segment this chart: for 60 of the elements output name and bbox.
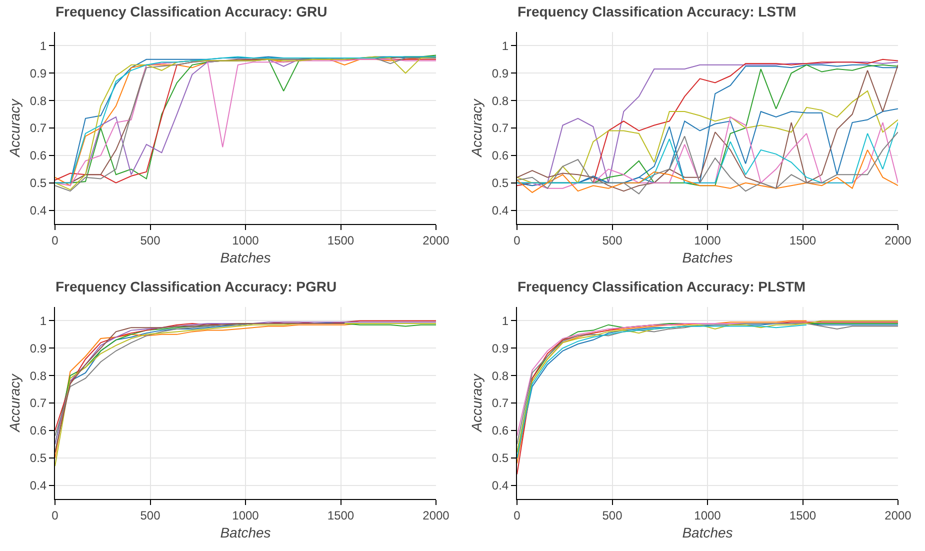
x-tick-label: 1000	[232, 233, 260, 248]
y-axis-title: Accuracy	[468, 373, 485, 433]
y-tick-label: 0.5	[492, 176, 509, 190]
y-tick-label: 0.6	[492, 148, 509, 163]
x-tick-label: 1500	[789, 508, 816, 522]
x-tick-label: 500	[602, 233, 623, 248]
y-tick-label: 0.4	[30, 478, 47, 492]
y-axis-title: Accuracy	[468, 98, 485, 158]
y-tick-label: 0.9	[492, 66, 509, 80]
x-tick-label: 1500	[327, 508, 354, 522]
x-tick-label: 500	[140, 233, 161, 248]
y-tick-label: 0.5	[30, 451, 47, 466]
x-axis-title: Batches	[220, 524, 271, 541]
x-axis-title: Batches	[682, 524, 733, 541]
x-tick-label: 0	[52, 233, 59, 248]
y-tick-label: 0.8	[30, 368, 47, 383]
y-tick-label: 0.8	[492, 94, 509, 108]
x-tick-label: 2000	[884, 233, 912, 248]
y-tick-label: 0.7	[492, 121, 509, 136]
y-tick-label: 1	[502, 314, 509, 328]
x-tick-label: 0	[52, 508, 59, 522]
y-tick-label: 0.5	[492, 451, 509, 466]
x-tick-label: 500	[602, 508, 623, 522]
x-axis-title: Batches	[220, 250, 271, 266]
x-tick-label: 1000	[694, 233, 722, 248]
y-tick-label: 0.8	[30, 94, 47, 108]
chart-title: Frequency Classification Accuracy: PLSTM	[517, 278, 806, 295]
chart-title: Frequency Classification Accuracy: LSTM	[517, 4, 796, 20]
chart-title: Frequency Classification Accuracy: GRU	[55, 4, 328, 20]
y-tick-label: 1	[502, 38, 509, 53]
y-tick-label: 0.7	[492, 396, 509, 410]
y-tick-label: 0.6	[30, 424, 47, 438]
y-tick-label: 0.6	[492, 424, 509, 438]
y-tick-label: 0.9	[492, 341, 509, 356]
x-tick-label: 2000	[422, 508, 450, 522]
y-tick-label: 0.7	[30, 121, 47, 136]
x-tick-label: 1000	[694, 508, 722, 522]
y-tick-label: 0.9	[30, 66, 47, 80]
x-tick-label: 0	[514, 233, 521, 248]
x-tick-label: 2000	[884, 508, 912, 522]
y-tick-label: 0.8	[492, 368, 509, 383]
y-axis-title: Accuracy	[6, 98, 23, 158]
x-tick-label: 1500	[327, 233, 354, 248]
chart-title: Frequency Classification Accuracy: PGRU	[55, 278, 337, 295]
y-tick-label: 1	[40, 314, 47, 328]
y-axis-title: Accuracy	[6, 373, 23, 433]
y-tick-label: 0.7	[30, 396, 47, 410]
x-tick-label: 1500	[789, 233, 816, 248]
y-tick-label: 1	[40, 38, 47, 53]
y-tick-label: 0.5	[30, 176, 47, 190]
x-tick-label: 0	[514, 508, 521, 522]
x-axis-title: Batches	[682, 250, 733, 266]
x-tick-label: 1000	[232, 508, 260, 522]
y-tick-label: 0.4	[492, 478, 509, 492]
y-tick-label: 0.4	[492, 203, 509, 218]
x-tick-label: 2000	[422, 233, 450, 248]
y-tick-label: 0.6	[30, 148, 47, 163]
y-tick-label: 0.9	[30, 341, 47, 356]
y-tick-label: 0.4	[30, 203, 47, 218]
x-tick-label: 500	[140, 508, 161, 522]
